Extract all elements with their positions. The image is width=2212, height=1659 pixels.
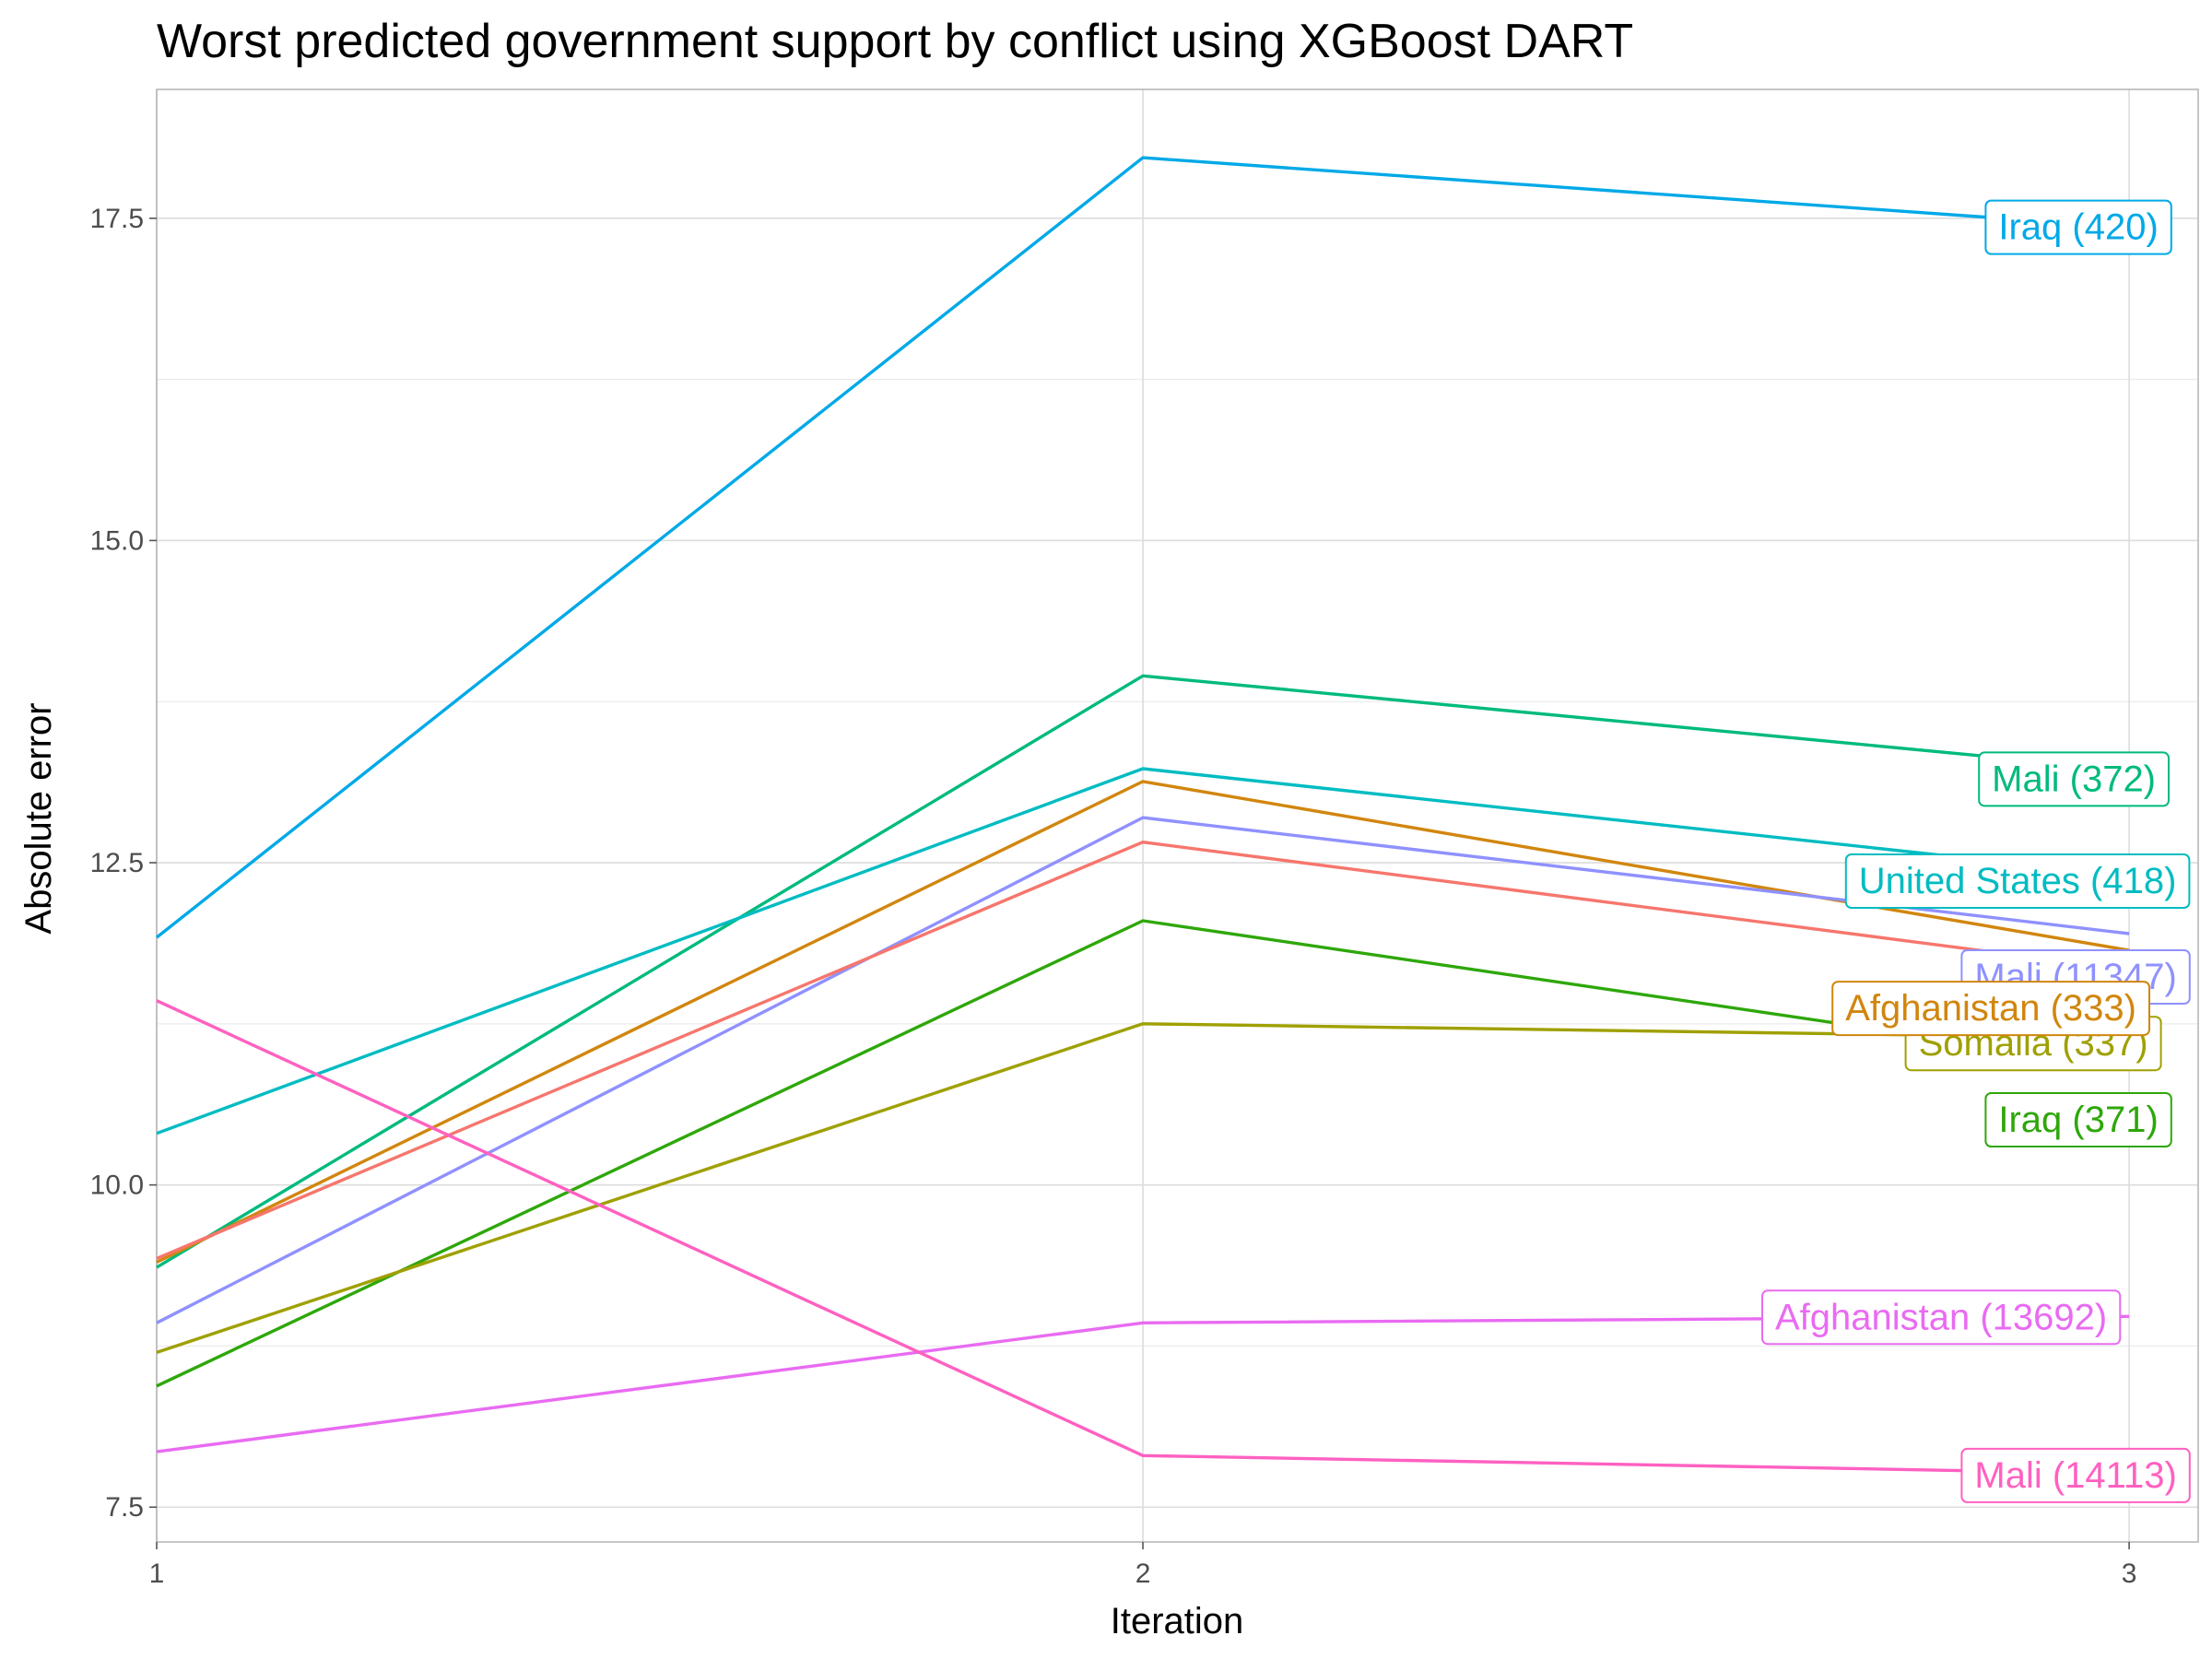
series-line [156, 999, 2130, 1476]
x-tick-label: 3 [2122, 1559, 2137, 1589]
chart-title: Worst predicted government support by co… [157, 15, 1633, 68]
series-label-box [1984, 199, 2172, 255]
series-layer [155, 156, 2130, 1476]
series-label: Afghanistan (333) [1831, 981, 2150, 1037]
x-tick-label: 1 [149, 1559, 165, 1589]
y-tick-label: 12.5 [90, 848, 144, 878]
x-axis-title: Iteration [1111, 1601, 1244, 1641]
label-layer: Somalia (337)Iraq (371)Mali (11347)Afgha… [1761, 199, 2191, 1503]
y-tick-label: 7.5 [105, 1492, 144, 1523]
series-label-box [1761, 1289, 2122, 1346]
tick-layer: 7.5 10.0 12.5 15.0 17.5 1 2 3 [90, 204, 2137, 1589]
y-tick-label: 10.0 [90, 1171, 144, 1201]
series-label: Mali (372) [1978, 751, 2170, 807]
series-label-text: Iraq (371) [1998, 1100, 2158, 1140]
series-label-box [1978, 751, 2170, 807]
series-label-text: Mali (372) [1992, 759, 2156, 799]
series-label-box [1831, 981, 2150, 1037]
series-label-box [1960, 1447, 2191, 1503]
y-tick-label: 17.5 [90, 204, 144, 234]
series-line [156, 841, 2130, 1260]
y-axis-title: Absolute error [18, 702, 59, 934]
series-label: United States (418) [1844, 853, 2191, 909]
series-label: Iraq (420) [1984, 199, 2172, 255]
series-label-text: Iraq (420) [1998, 207, 2158, 248]
series-label: Iraq (371) [1984, 1092, 2172, 1147]
panel-border [156, 88, 2199, 1543]
series-label: Afghanistan (13692) [1761, 1289, 2122, 1346]
series-label-text: United States (418) [1859, 861, 2177, 901]
series-line [156, 1022, 2130, 1355]
series-line [156, 816, 2130, 1324]
series-label-box [1984, 1092, 2172, 1147]
y-tick-label: 15.0 [90, 525, 144, 556]
x-tick-label: 2 [1135, 1559, 1151, 1589]
series-label-text: Afghanistan (13692) [1775, 1297, 2107, 1337]
series-line [156, 919, 2130, 1388]
series-line [155, 156, 2130, 939]
series-label-text: Afghanistan (333) [1845, 988, 2136, 1029]
series-label-box [1844, 853, 2191, 909]
series-line [156, 767, 2130, 1135]
series-label-text: Mali (14113) [1974, 1455, 2176, 1496]
series-line [156, 674, 2130, 1269]
series-label: Mali (14113) [1960, 1447, 2191, 1503]
